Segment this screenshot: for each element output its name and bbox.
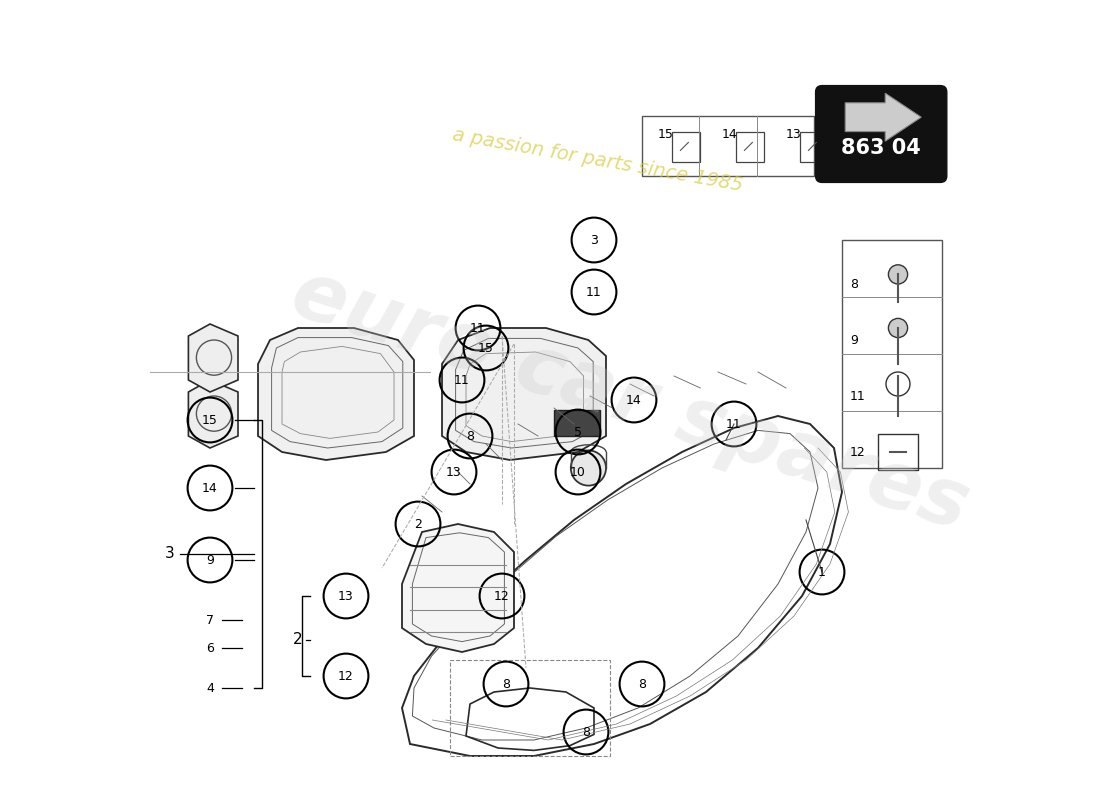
Text: 4: 4 <box>206 682 213 694</box>
Circle shape <box>889 318 908 338</box>
Polygon shape <box>188 324 238 392</box>
Text: 6: 6 <box>206 642 213 654</box>
Text: 15: 15 <box>202 414 218 426</box>
Bar <box>801 132 827 162</box>
Text: 12: 12 <box>338 670 354 682</box>
Text: 2: 2 <box>414 518 422 530</box>
Polygon shape <box>845 93 921 141</box>
Circle shape <box>889 265 908 284</box>
Text: 14: 14 <box>202 482 218 494</box>
Bar <box>554 410 601 436</box>
FancyBboxPatch shape <box>815 86 947 182</box>
Polygon shape <box>402 524 514 652</box>
Text: 7: 7 <box>206 614 214 626</box>
Text: 13: 13 <box>447 466 462 478</box>
Text: 15: 15 <box>658 128 674 141</box>
Bar <box>736 132 763 162</box>
Text: euro car spares: euro car spares <box>282 254 978 546</box>
Text: 9: 9 <box>206 554 213 566</box>
Text: 11: 11 <box>586 286 602 298</box>
Text: 8: 8 <box>850 278 858 290</box>
Text: 14: 14 <box>722 128 738 141</box>
Text: 5: 5 <box>574 426 582 438</box>
Text: 11: 11 <box>454 374 470 386</box>
Polygon shape <box>188 380 238 448</box>
Text: 15: 15 <box>478 342 494 354</box>
Circle shape <box>571 450 606 486</box>
Text: 11: 11 <box>850 390 866 402</box>
Polygon shape <box>258 328 414 460</box>
Text: 2: 2 <box>294 633 302 647</box>
Text: 8: 8 <box>582 726 590 738</box>
Text: 13: 13 <box>338 590 354 602</box>
Text: 863 04: 863 04 <box>842 138 921 158</box>
Text: 8: 8 <box>466 430 474 442</box>
Text: 1: 1 <box>818 566 826 578</box>
Text: 3: 3 <box>165 546 175 562</box>
Text: 8: 8 <box>638 678 646 690</box>
Text: 12: 12 <box>850 446 866 458</box>
Bar <box>672 132 700 162</box>
Text: 14: 14 <box>626 394 642 406</box>
Text: a passion for parts since 1985: a passion for parts since 1985 <box>451 125 745 195</box>
Text: 3: 3 <box>590 234 598 246</box>
Text: 10: 10 <box>570 466 586 478</box>
Text: 12: 12 <box>494 590 510 602</box>
Polygon shape <box>442 328 606 460</box>
Text: 9: 9 <box>850 334 858 346</box>
Text: 13: 13 <box>786 128 802 141</box>
Text: 8: 8 <box>502 678 510 690</box>
Text: 11: 11 <box>726 418 741 430</box>
Bar <box>878 434 918 470</box>
Text: 11: 11 <box>470 322 486 334</box>
